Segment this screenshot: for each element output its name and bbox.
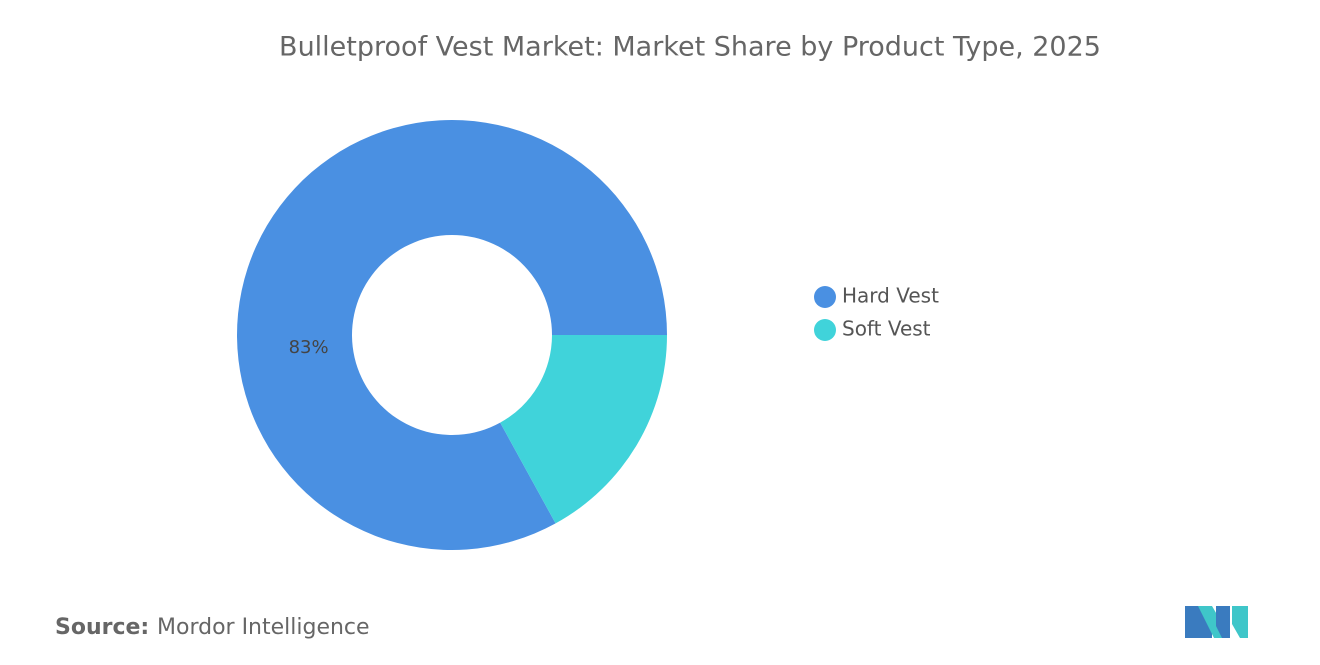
chart-title: Bulletproof Vest Market: Market Share by…: [279, 32, 1101, 63]
slice: [500, 335, 667, 524]
legend-marker: [814, 286, 836, 308]
plot: 83%: [237, 119, 667, 551]
value-label: 83%: [289, 337, 329, 358]
legend-marker: [814, 319, 836, 341]
legend-label: Hard Vest: [842, 284, 939, 308]
legend-label: Soft Vest: [842, 317, 931, 341]
source-text: Mordor Intelligence: [157, 615, 370, 640]
slice: [237, 119, 667, 551]
logo: [1185, 606, 1248, 638]
source-label: Source:: [55, 615, 149, 640]
legend: Hard Vest Soft Vest: [814, 284, 939, 341]
